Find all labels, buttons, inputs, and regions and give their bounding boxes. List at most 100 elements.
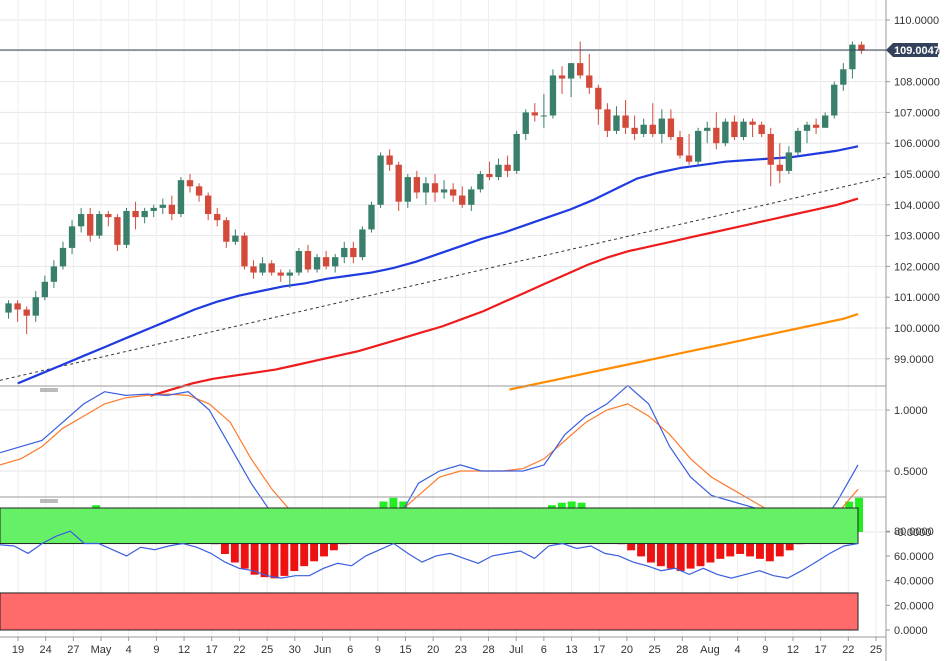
histogram-bar xyxy=(706,532,715,563)
candle-body xyxy=(794,130,802,153)
panel-resize-handle[interactable] xyxy=(40,388,58,392)
x-tick-label: 17 xyxy=(593,644,605,656)
candle-body xyxy=(377,155,384,205)
histogram-bar xyxy=(230,532,239,563)
histogram-bar xyxy=(746,532,755,557)
histogram-bar xyxy=(666,532,675,569)
histogram-bar xyxy=(647,532,655,563)
rsi-tick-label: 80.0000 xyxy=(894,526,934,538)
histogram-bar xyxy=(726,532,735,557)
candle-body xyxy=(767,133,774,165)
candle-body xyxy=(223,220,230,242)
candle-body xyxy=(513,133,520,171)
candle-body xyxy=(831,84,838,116)
candle-body xyxy=(477,174,484,190)
rsi-line xyxy=(0,530,859,579)
candle-body xyxy=(322,257,330,267)
price-tick-label: 107.0000 xyxy=(894,107,940,119)
candle-body xyxy=(141,210,148,218)
x-tick-label: 12 xyxy=(178,644,190,656)
x-tick-label: 25 xyxy=(261,644,273,656)
candle-body xyxy=(41,281,49,298)
candle-body xyxy=(5,303,12,313)
candle-body xyxy=(295,251,303,273)
candle-body xyxy=(676,137,684,156)
price-tick-label: 101.0000 xyxy=(894,292,940,304)
price-tick-label: 105.0000 xyxy=(894,169,940,181)
x-tick-label: May xyxy=(91,644,112,656)
candle-body xyxy=(214,214,221,221)
candle-body xyxy=(59,247,67,267)
current-price-label: 109.0047 xyxy=(886,43,940,57)
histogram-bar xyxy=(280,532,289,576)
rsi-panel xyxy=(0,507,859,631)
candle-body xyxy=(186,180,194,187)
histogram-bar xyxy=(250,532,259,575)
x-tick-label: 22 xyxy=(842,644,854,656)
candle-body xyxy=(722,121,729,144)
x-tick-label: 9 xyxy=(375,644,381,656)
candle-body xyxy=(531,112,538,116)
x-tick-label: 25 xyxy=(648,644,660,656)
price-tick-label: 110.0000 xyxy=(894,15,939,27)
candle-body xyxy=(803,124,811,131)
candle-body xyxy=(431,183,439,193)
candle-body xyxy=(459,195,466,205)
x-tick-label: 9 xyxy=(762,644,768,656)
candle-body xyxy=(685,155,693,162)
price-tick-label: 103.0000 xyxy=(894,231,940,243)
signal-line xyxy=(0,393,859,533)
x-tick-label: Jun xyxy=(314,644,332,656)
x-tick-label: 28 xyxy=(676,644,688,656)
histogram-bar xyxy=(240,532,249,569)
x-tick-label: 13 xyxy=(565,644,577,656)
candle-body xyxy=(667,118,675,138)
osc-tick-label: -0.0000 xyxy=(894,527,931,539)
x-tick-label: 6 xyxy=(347,644,353,656)
candle-body xyxy=(449,189,457,196)
candle-body xyxy=(631,127,638,134)
candle-body xyxy=(622,115,629,128)
y-axis: 110.0000109.0000108.0000107.0000106.0000… xyxy=(886,15,940,637)
candle-body xyxy=(486,174,493,178)
histogram-bar xyxy=(320,532,328,557)
histogram-bar xyxy=(300,532,309,567)
candle-body xyxy=(840,69,847,85)
x-tick-label: 12 xyxy=(787,644,799,656)
candle-body xyxy=(123,210,130,245)
candle-body xyxy=(468,189,475,205)
candle-body xyxy=(168,204,176,215)
panel-resize-handle[interactable] xyxy=(40,499,58,503)
x-tick-label: 20 xyxy=(621,644,633,656)
candle-body xyxy=(694,130,702,162)
candle-body xyxy=(858,44,865,51)
histogram-bar xyxy=(855,497,863,532)
x-tick-label: 4 xyxy=(735,644,741,656)
x-axis: 19 24 27 May 4 9 12 17 22 25 30 Jun 6 9 15 20 23 28 Jul 6 13… xyxy=(12,637,882,656)
candle-body xyxy=(341,247,348,258)
candle-body xyxy=(268,263,275,273)
osc-tick-label: 1.0000 xyxy=(894,405,928,417)
x-tick-label: 23 xyxy=(455,644,467,656)
candle-body xyxy=(386,155,393,165)
candle-body xyxy=(250,266,257,273)
rsi-tick-label: 0.0000 xyxy=(894,625,928,637)
sma100-line xyxy=(150,197,859,397)
candle-body xyxy=(785,152,793,171)
oscillator-line xyxy=(0,384,859,539)
candle-body xyxy=(132,210,139,218)
candle-body xyxy=(313,257,321,270)
x-tick-label: 24 xyxy=(40,644,52,656)
candle-body xyxy=(368,204,375,230)
candle-body xyxy=(241,235,248,267)
x-tick-label: 17 xyxy=(815,644,827,656)
candle-body xyxy=(114,217,121,245)
histogram-bar xyxy=(270,532,279,579)
candle-body xyxy=(713,127,720,144)
candle-body xyxy=(495,164,502,178)
price-tick-label: 100.0000 xyxy=(894,323,940,335)
candle-body xyxy=(23,309,30,316)
candle-body xyxy=(304,251,312,270)
oversold-zone xyxy=(0,592,858,630)
